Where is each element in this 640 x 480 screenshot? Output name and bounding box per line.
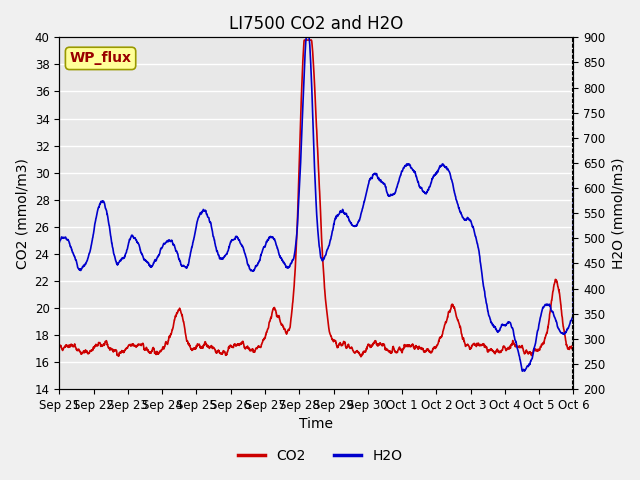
Y-axis label: CO2 (mmol/m3): CO2 (mmol/m3): [15, 158, 29, 269]
Legend: CO2, H2O: CO2, H2O: [232, 443, 408, 468]
Title: LI7500 CO2 and H2O: LI7500 CO2 and H2O: [229, 15, 403, 33]
X-axis label: Time: Time: [300, 418, 333, 432]
Text: WP_flux: WP_flux: [70, 51, 132, 65]
Y-axis label: H2O (mmol/m3): H2O (mmol/m3): [611, 157, 625, 269]
